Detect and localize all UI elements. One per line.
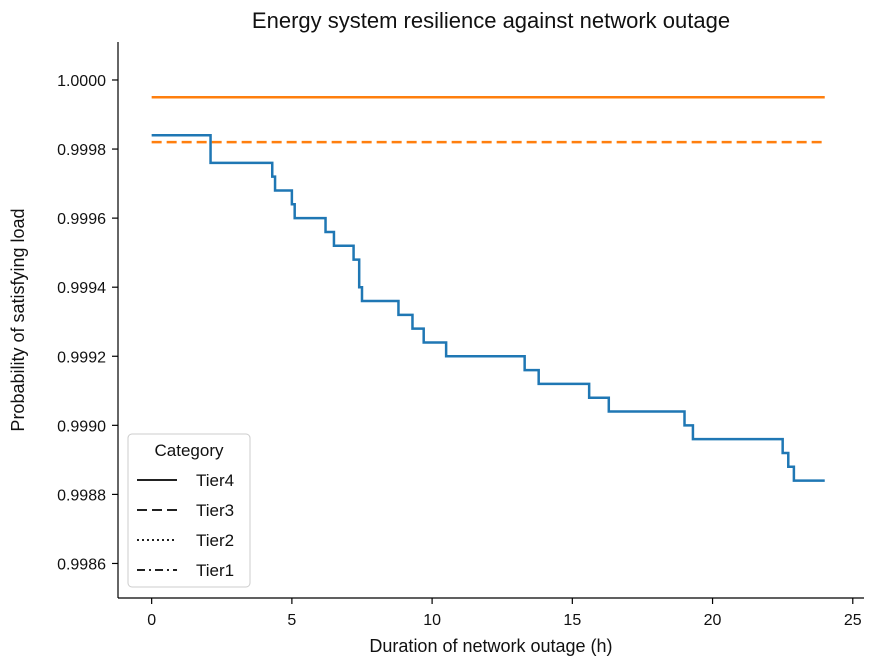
chart-title: Energy system resilience against network… (252, 8, 730, 33)
legend-label: Tier4 (196, 471, 234, 490)
y-tick-label: 0.9990 (57, 418, 106, 435)
x-axis-label: Duration of network outage (h) (369, 636, 612, 656)
x-tick-label: 15 (563, 612, 581, 629)
plot-area (151, 96, 825, 482)
y-tick-label: 1.0000 (57, 73, 106, 90)
x-tick-label: 5 (287, 612, 296, 629)
x-tick-label: 10 (423, 612, 441, 629)
x-tick-label: 0 (147, 612, 156, 629)
x-tick-label: 20 (704, 612, 722, 629)
y-tick-label: 0.9992 (57, 349, 106, 366)
legend-title: Category (155, 441, 224, 460)
x-ticks: 0 5 10 15 20 25 (147, 598, 862, 629)
y-ticks: 0.9986 0.9988 0.9990 0.9992 0.9994 0.9996 0.99… (57, 73, 118, 573)
y-tick-label: 0.9994 (57, 280, 106, 297)
series-line-2 (151, 133, 825, 482)
y-tick-label: 0.9996 (57, 211, 106, 228)
legend-label: Tier2 (196, 531, 234, 550)
legend-label: Tier3 (196, 501, 234, 520)
y-axis-label: Probability of satisfying load (8, 208, 28, 431)
legend-entries: Tier4 Tier3 Tier2 Tier1 (137, 471, 234, 580)
legend-label: Tier1 (196, 561, 234, 580)
legend-box (127, 433, 251, 588)
legend: Category Tier4 Tier3 Tier2 Tier1 (127, 433, 251, 588)
y-tick-label: 0.9986 (57, 556, 106, 573)
x-tick-label: 25 (844, 612, 862, 629)
y-tick-label: 0.9998 (57, 142, 106, 159)
y-tick-label: 0.9988 (57, 487, 106, 504)
axes (117, 42, 864, 599)
